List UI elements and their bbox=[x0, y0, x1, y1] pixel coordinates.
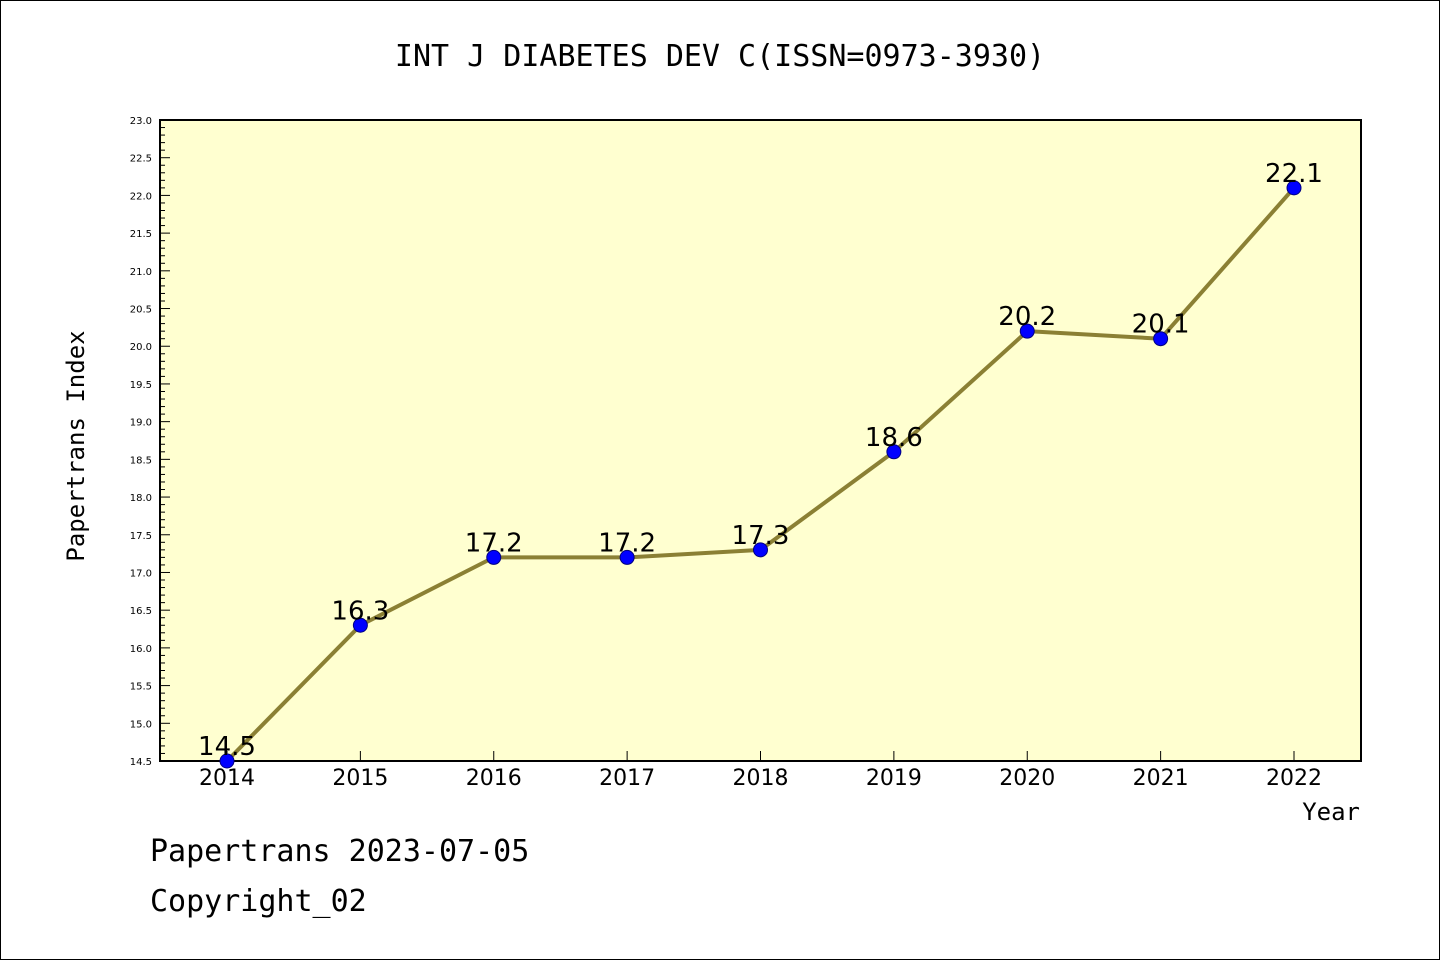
x-tick-label: 2020 bbox=[999, 766, 1055, 791]
data-point-label: 14.5 bbox=[198, 732, 256, 762]
x-tick-label: 2016 bbox=[466, 766, 522, 791]
y-tick-label: 19.5 bbox=[130, 380, 152, 391]
x-tick-label: 2019 bbox=[866, 766, 922, 791]
y-tick-label: 15.5 bbox=[130, 682, 152, 693]
y-tick-label: 16.0 bbox=[130, 644, 152, 655]
data-point-marker bbox=[486, 549, 502, 565]
plot-area bbox=[159, 119, 1362, 762]
y-tick-label: 18.5 bbox=[130, 455, 152, 466]
x-axis-ticks: 2014 2015 2016 2017 2018 2019 2020 2021 2022 bbox=[199, 751, 1322, 791]
y-tick-label: 16.5 bbox=[130, 606, 152, 617]
y-tick-label: 17.5 bbox=[130, 531, 152, 542]
x-tick-label: 2014 bbox=[199, 766, 255, 791]
y-minor-ticks bbox=[160, 119, 170, 762]
y-tick-label: 15.0 bbox=[130, 719, 152, 730]
data-point-marker bbox=[1286, 180, 1302, 196]
data-point-marker bbox=[619, 549, 635, 565]
x-tick-label: 2021 bbox=[1133, 766, 1189, 791]
data-markers bbox=[219, 180, 1302, 769]
x-axis-label: Year bbox=[1302, 798, 1360, 826]
x-tick-label: 2022 bbox=[1266, 766, 1322, 791]
y-tick-label: 23.0 bbox=[130, 116, 152, 127]
footer-copyright-line: Copyright_02 bbox=[150, 884, 367, 919]
data-point-label: 20.2 bbox=[998, 302, 1056, 332]
data-point-label: 16.3 bbox=[331, 596, 389, 626]
data-point-label: 17.2 bbox=[465, 528, 523, 558]
data-point-marker bbox=[219, 753, 235, 769]
y-tick-label: 19.0 bbox=[130, 418, 152, 429]
y-tick-label: 14.5 bbox=[130, 757, 152, 768]
y-axis-ticks: 14.5 15.0 15.5 16.0 16.5 17.0 17.5 18.0 18.5 19.0… bbox=[130, 116, 152, 768]
data-point-marker bbox=[753, 542, 768, 558]
data-point-label: 18.6 bbox=[865, 423, 923, 453]
x-tick-label: 2017 bbox=[599, 766, 655, 791]
y-tick-label: 17.0 bbox=[130, 568, 152, 579]
y-tick-label: 22.0 bbox=[130, 191, 152, 202]
y-tick-label: 20.5 bbox=[130, 305, 152, 316]
data-point-marker bbox=[886, 444, 902, 460]
data-labels: 14.5 16.3 17.2 17.2 17.3 18.6 20.2 20.1 22.1 bbox=[198, 159, 1323, 762]
y-tick-label: 21.0 bbox=[130, 267, 152, 278]
data-point-label: 17.2 bbox=[598, 528, 656, 558]
data-point-label: 20.1 bbox=[1132, 310, 1190, 340]
data-point-marker bbox=[352, 617, 368, 633]
y-tick-label: 22.5 bbox=[130, 154, 152, 165]
data-point-marker bbox=[1019, 323, 1035, 339]
x-tick-label: 2018 bbox=[733, 766, 789, 791]
data-point-label: 22.1 bbox=[1265, 159, 1323, 189]
data-point-marker bbox=[1153, 331, 1169, 347]
x-tick-label: 2015 bbox=[332, 766, 388, 791]
y-tick-label: 18.0 bbox=[130, 493, 152, 504]
data-point-label: 17.3 bbox=[732, 521, 790, 551]
y-axis-label: Papertrans Index bbox=[62, 330, 90, 561]
chart-title: INT J DIABETES DEV C(ISSN=0973-3930) bbox=[395, 39, 1045, 74]
y-tick-label: 20.0 bbox=[130, 342, 152, 353]
y-tick-label: 21.5 bbox=[130, 229, 152, 240]
footer-date-line: Papertrans 2023-07-05 bbox=[150, 834, 530, 869]
